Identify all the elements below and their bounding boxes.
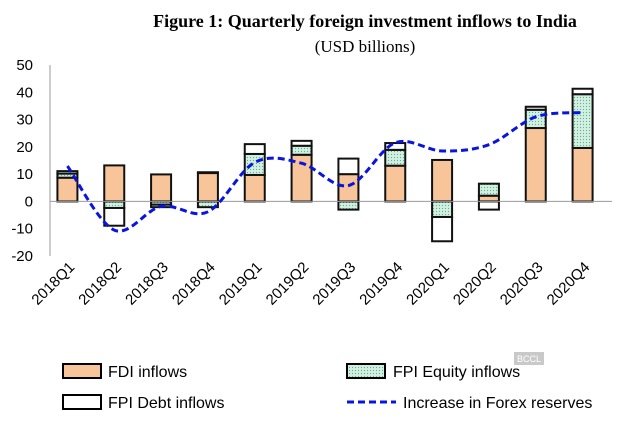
bar-fdi bbox=[524, 127, 547, 203]
svg-text:BCCL: BCCL bbox=[517, 354, 541, 364]
x-tick-label: 2020Q1 bbox=[403, 259, 453, 309]
bar-fpi-debt bbox=[431, 215, 454, 243]
bar-fpi-debt bbox=[103, 206, 126, 227]
bar-fpi-debt bbox=[384, 142, 407, 151]
legend-swatch-debt bbox=[62, 394, 102, 410]
bar-fpi-debt bbox=[337, 157, 360, 176]
bar-fdi bbox=[56, 176, 79, 203]
bar-fdi bbox=[384, 164, 407, 203]
chart-subtitle: (USD billions) bbox=[315, 37, 416, 56]
x-tick-label: 2019Q2 bbox=[263, 259, 313, 309]
bar-fpi-debt bbox=[477, 200, 500, 211]
legend: FDI inflows FPI Equity inflows FPI Debt … bbox=[62, 363, 592, 412]
bar-fpi-equity bbox=[571, 93, 594, 149]
y-tick-label: 10 bbox=[16, 166, 33, 183]
bar-fpi-debt bbox=[243, 143, 266, 155]
forex-line-path bbox=[66, 110, 583, 233]
y-tick-label: -10 bbox=[11, 221, 33, 238]
x-tick-label: 2020Q3 bbox=[497, 259, 547, 309]
bar-fpi-debt bbox=[56, 170, 79, 175]
legend-swatch-equity bbox=[346, 363, 386, 379]
bar-fpi-equity bbox=[243, 152, 266, 176]
x-tick-label: 2018Q1 bbox=[28, 259, 78, 309]
bar-fdi bbox=[196, 172, 219, 203]
y-tick-label: 20 bbox=[16, 139, 33, 156]
bar-fdi bbox=[431, 158, 454, 203]
legend-label-fdi: FDI inflows bbox=[108, 364, 187, 381]
legend-label-debt: FPI Debt inflows bbox=[108, 395, 224, 412]
y-tick-label: -20 bbox=[11, 248, 33, 265]
bar-fdi bbox=[571, 146, 594, 203]
bar-fpi-equity bbox=[431, 200, 454, 218]
bar-fdi bbox=[103, 164, 126, 203]
bar-fpi-debt bbox=[571, 87, 594, 96]
legend-label-forex: Increase in Forex reserves bbox=[403, 395, 592, 412]
legend-label-equity: FPI Equity inflows bbox=[393, 364, 520, 381]
chart-title: Figure 1: Quarterly foreign investment i… bbox=[153, 11, 577, 31]
bar-fpi-debt bbox=[290, 139, 313, 147]
x-tick-label: 2018Q3 bbox=[122, 259, 172, 309]
bar-fdi bbox=[243, 173, 266, 203]
x-tick-label: 2019Q3 bbox=[309, 259, 359, 309]
bar-fdi bbox=[337, 173, 360, 203]
x-tick-label: 2018Q4 bbox=[169, 259, 219, 309]
x-tick-label: 2018Q2 bbox=[75, 259, 125, 309]
bar-fpi-equity bbox=[477, 182, 500, 197]
bar-fpi-equity bbox=[384, 148, 407, 167]
bar-fpi-debt bbox=[524, 105, 547, 111]
bar-fpi-debt bbox=[196, 171, 219, 175]
bar-fpi-equity bbox=[524, 108, 547, 130]
bar-fpi-equity bbox=[337, 200, 360, 211]
x-tick-label: 2019Q4 bbox=[356, 259, 406, 309]
y-tick-label: 0 bbox=[25, 193, 33, 210]
x-tick-label: 2019Q1 bbox=[216, 259, 266, 309]
y-tick-label: 40 bbox=[16, 84, 33, 101]
y-tick-label: 50 bbox=[16, 57, 33, 74]
bar-fpi-equity bbox=[290, 144, 313, 156]
y-axis: -20 -10 0 10 20 30 40 50 bbox=[11, 57, 51, 265]
forex-line bbox=[66, 110, 583, 233]
bar-fdi bbox=[150, 173, 173, 203]
x-tick-label: 2020Q2 bbox=[450, 259, 500, 309]
x-tick-label: 2020Q4 bbox=[544, 259, 594, 309]
watermark-logo: BCCL bbox=[514, 352, 544, 365]
bars bbox=[56, 87, 594, 243]
y-tick-label: 30 bbox=[16, 112, 33, 129]
legend-swatch-fdi bbox=[62, 363, 102, 379]
